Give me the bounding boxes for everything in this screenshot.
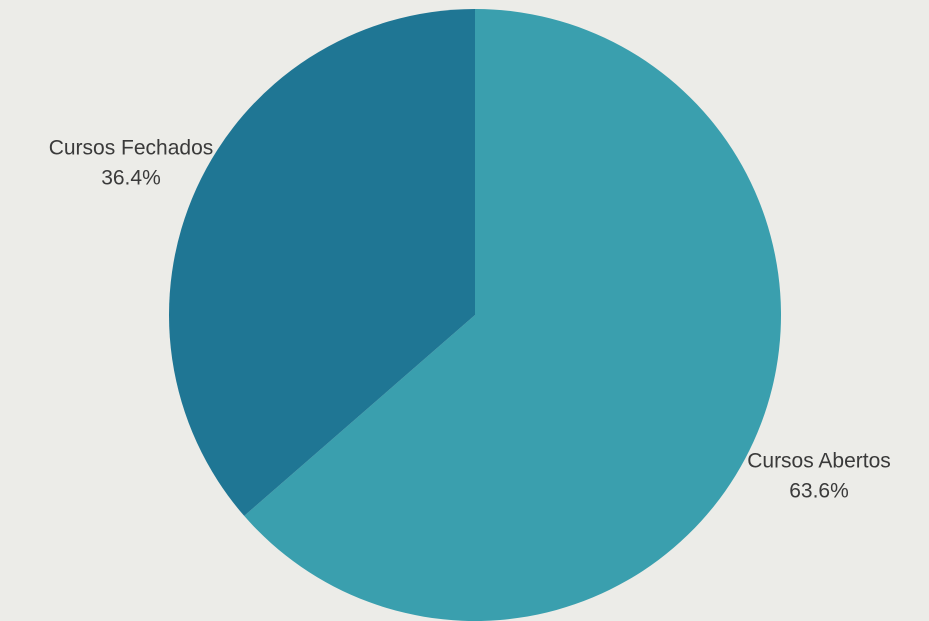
pie-slices — [169, 9, 781, 621]
slice-value-cursos-abertos: 63.6% — [789, 480, 849, 503]
slice-label-cursos-fechados: Cursos Fechados — [49, 136, 214, 159]
pie-slice-cursos-fechados — [169, 9, 475, 516]
slice-value-cursos-fechados: 36.4% — [101, 166, 161, 189]
pie-labels: Cursos Abertos 63.6% Cursos Fechados 36.4% — [49, 136, 891, 502]
slice-label-cursos-abertos: Cursos Abertos — [747, 450, 891, 473]
pie-slice-cursos-abertos — [244, 9, 781, 621]
